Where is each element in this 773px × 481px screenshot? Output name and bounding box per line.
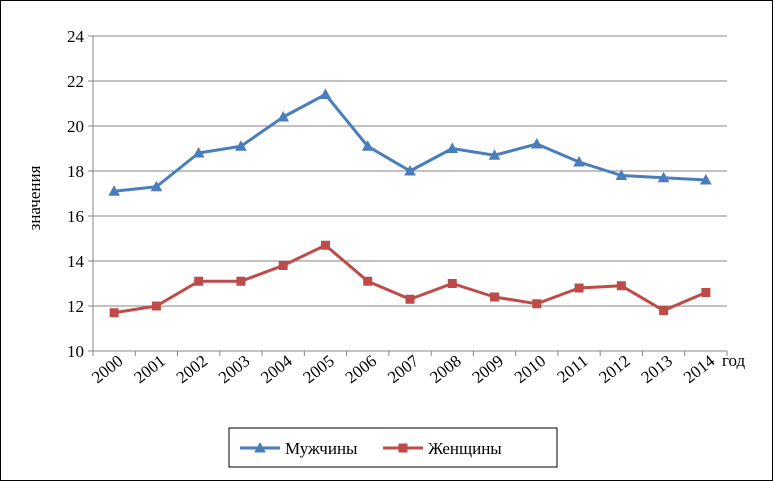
data-point: [194, 276, 204, 286]
data-point: [277, 110, 290, 122]
data-point: [446, 142, 459, 153]
data-point: [573, 155, 585, 167]
y-tick-label: 22: [67, 72, 84, 91]
data-point: [447, 279, 457, 288]
x-tick-label: 2005: [299, 351, 337, 387]
data-point: [150, 180, 163, 192]
x-tick-label: 2008: [426, 351, 464, 387]
legend: Мужчины Женщины: [228, 427, 558, 468]
y-tick-label: 24: [67, 27, 85, 46]
series-layer: [108, 88, 712, 318]
data-point: [700, 173, 712, 185]
y-tick-label: 18: [67, 162, 84, 181]
data-point: [254, 441, 266, 453]
x-tick-label: 2006: [342, 351, 380, 387]
series-line: [113, 93, 706, 193]
y-tick-label: 12: [67, 297, 84, 316]
data-point: [363, 276, 373, 286]
x-tick-label: 2012: [595, 351, 633, 387]
data-point: [361, 140, 374, 151]
data-point: [278, 261, 288, 270]
series-group: [109, 240, 711, 318]
data-point: [236, 276, 246, 286]
y-tick-label: 14: [67, 252, 85, 271]
x-tick-labels: 2000 2001 2002 2003 2004 2005 2006 2007 2008 2009…: [88, 351, 719, 387]
data-point: [490, 292, 500, 302]
x-tick-label: 2009: [469, 351, 507, 387]
data-point: [615, 169, 628, 180]
data-point: [235, 140, 247, 151]
data-point: [616, 281, 626, 291]
x-tick-label: 2011: [554, 351, 592, 387]
data-point: [574, 283, 584, 293]
y-tick-labels: 10 12 14 16 18 20 22 24: [67, 27, 85, 361]
y-tick-label: 10: [67, 342, 84, 361]
x-tick-label: 2007: [384, 351, 423, 387]
x-tick-label: 2000: [88, 351, 126, 387]
data-point: [151, 301, 161, 311]
y-tick-label: 20: [67, 117, 84, 136]
legend-label: Мужчины: [285, 439, 358, 458]
y-tick-label: 16: [67, 207, 84, 226]
x-axis-label: год: [722, 351, 746, 370]
legend-label: Женщины: [428, 439, 502, 458]
data-point: [488, 149, 501, 160]
data-point: [398, 443, 408, 453]
data-point: [109, 308, 119, 318]
axes: [88, 35, 728, 356]
data-point: [657, 171, 670, 183]
series-group: [108, 88, 712, 196]
data-point: [701, 288, 711, 297]
x-tick-label: 2002: [173, 351, 211, 387]
gridlines: [93, 35, 727, 307]
data-point: [108, 185, 120, 196]
data-point: [320, 240, 330, 250]
x-tick-label: 2014: [680, 351, 719, 387]
x-tick-label: 2003: [215, 351, 253, 387]
data-point: [532, 299, 542, 309]
x-tick-label: 2013: [638, 351, 676, 387]
x-tick-label: 2010: [511, 351, 549, 387]
data-point: [192, 146, 205, 158]
data-point: [659, 306, 669, 315]
y-axis-label: значения: [25, 165, 44, 230]
data-point: [319, 88, 332, 99]
x-tick-label: 2004: [257, 351, 296, 387]
data-point: [405, 294, 415, 304]
x-tick-label: 2001: [130, 351, 168, 387]
data-point: [404, 164, 416, 176]
data-point: [530, 137, 543, 149]
